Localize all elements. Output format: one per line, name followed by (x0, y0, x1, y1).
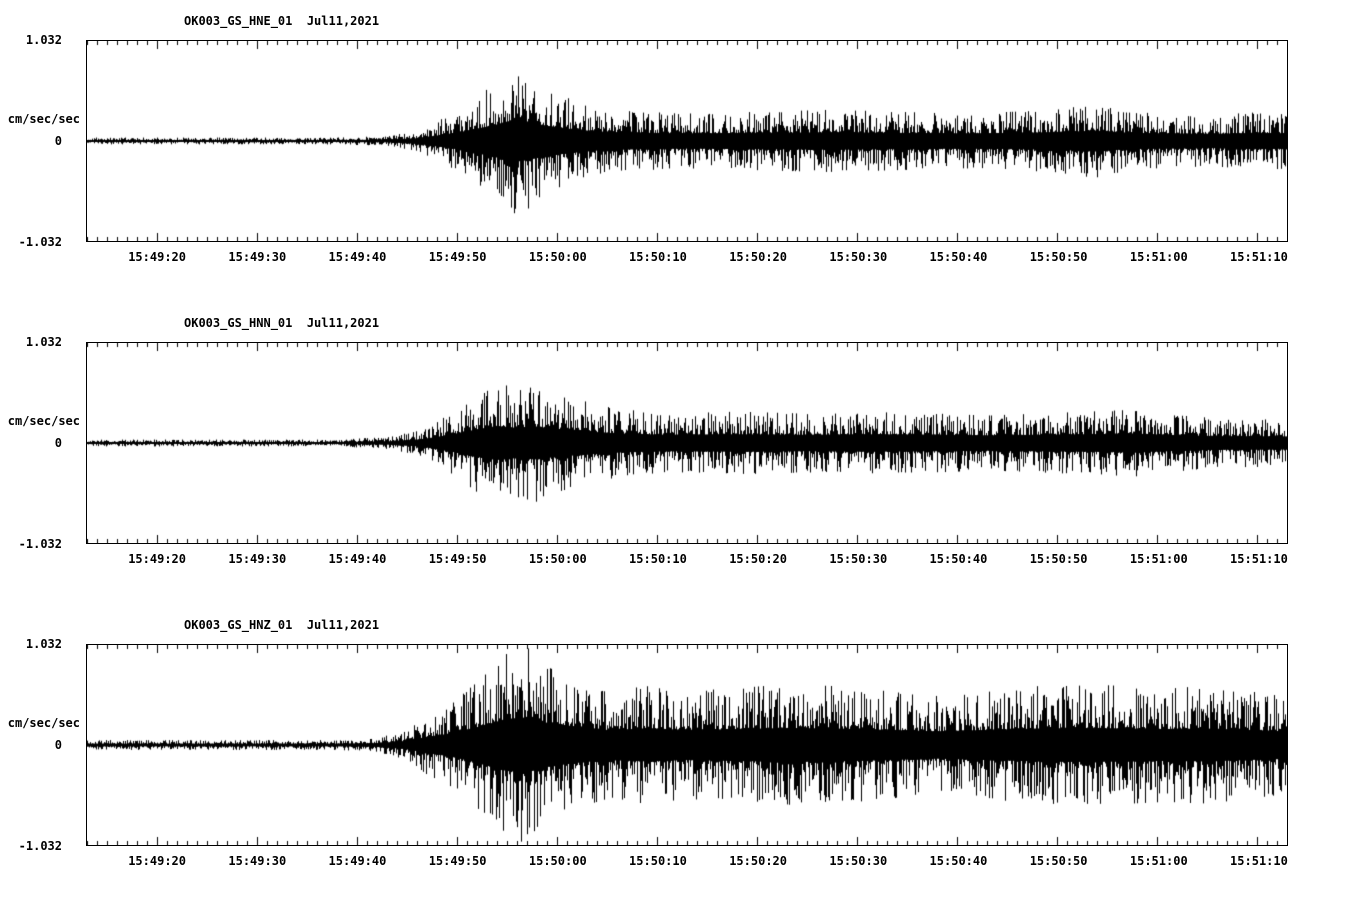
x-axis-labels: 15:49:20 15:49:30 15:49:40 15:49:50 15:50:00… (87, 854, 1289, 872)
x-tick-label: 15:49:40 (328, 250, 387, 264)
y-zero-label: 0 (54, 436, 62, 450)
plot-area (86, 644, 1288, 846)
waveform-canvas-hnn (87, 343, 1287, 543)
waveform-canvas-hne (87, 41, 1287, 241)
x-tick-label: 15:50:30 (829, 854, 888, 868)
y-zero-label: 0 (54, 738, 62, 752)
x-tick-label: 15:49:20 (128, 250, 187, 264)
x-tick-label: 15:49:30 (228, 250, 287, 264)
x-tick-label: 15:50:50 (1029, 854, 1088, 868)
x-tick-label: 15:51:00 (1129, 552, 1188, 566)
x-tick-label: 15:49:40 (328, 854, 387, 868)
y-axis-unit: cm/sec/sec (7, 414, 80, 428)
x-tick-label: 15:49:50 (428, 854, 487, 868)
x-tick-label: 15:49:20 (128, 552, 187, 566)
x-tick-label: 15:50:10 (629, 854, 687, 868)
y-axis-labels: 1.032 cm/sec/sec 0 -1.032 (0, 637, 86, 853)
y-max-label: 1.032 (25, 637, 62, 651)
x-tick-label: 15:49:50 (428, 250, 487, 264)
y-max-label: 1.032 (25, 33, 62, 47)
y-axis-labels: 1.032 cm/sec/sec 0 -1.032 (0, 335, 86, 551)
plot-area (86, 342, 1288, 544)
x-tick-label: 15:50:30 (829, 250, 888, 264)
seismogram-page: OK003_GS_HNE_01 Jul11,2021 1.032 cm/sec/… (0, 14, 1358, 872)
x-axis-labels: 15:49:20 15:49:30 15:49:40 15:49:50 15:50:00… (87, 250, 1289, 268)
x-tick-label: 15:49:40 (328, 552, 387, 566)
x-axis-labels: 15:49:20 15:49:30 15:49:40 15:49:50 15:50:00… (87, 552, 1289, 570)
panel-title: OK003_GS_HNE_01 Jul11,2021 (184, 14, 380, 28)
x-tick-label: 15:50:00 (528, 552, 587, 566)
x-tick-label: 15:49:30 (228, 854, 287, 868)
x-tick-label: 15:50:20 (729, 854, 788, 868)
panel-title: OK003_GS_HNZ_01 Jul11,2021 (184, 618, 380, 632)
x-tick-label: 15:49:30 (228, 552, 287, 566)
y-axis-unit: cm/sec/sec (7, 716, 80, 730)
plot-row: 1.032 cm/sec/sec 0 -1.032 (0, 33, 1358, 249)
y-axis-unit: cm/sec/sec (7, 112, 80, 126)
y-max-label: 1.032 (25, 335, 62, 349)
y-min-label: -1.032 (18, 235, 62, 249)
x-tick-label: 15:49:50 (428, 552, 487, 566)
x-tick-label: 15:50:50 (1029, 552, 1088, 566)
y-zero-label: 0 (54, 134, 62, 148)
x-tick-label: 15:51:10 (1230, 854, 1288, 868)
x-tick-label: 15:50:20 (729, 250, 788, 264)
x-tick-label: 15:50:10 (629, 552, 687, 566)
x-tick-label: 15:50:40 (929, 250, 988, 264)
x-tick-label: 15:50:40 (929, 854, 988, 868)
x-tick-label: 15:51:00 (1129, 250, 1188, 264)
y-min-label: -1.032 (18, 537, 62, 551)
x-tick-label: 15:51:10 (1230, 552, 1288, 566)
seismogram-panel-hnn: OK003_GS_HNN_01 Jul11,2021 1.032 cm/sec/… (0, 316, 1358, 570)
waveform-canvas-hnz (87, 645, 1287, 845)
x-tick-label: 15:51:10 (1230, 250, 1288, 264)
x-tick-label: 15:50:00 (528, 854, 587, 868)
x-tick-label: 15:50:20 (729, 552, 788, 566)
panel-title: OK003_GS_HNN_01 Jul11,2021 (184, 316, 380, 330)
plot-row: 1.032 cm/sec/sec 0 -1.032 (0, 335, 1358, 551)
plot-row: 1.032 cm/sec/sec 0 -1.032 (0, 637, 1358, 853)
y-min-label: -1.032 (18, 839, 62, 853)
x-tick-label: 15:49:20 (128, 854, 187, 868)
y-axis-labels: 1.032 cm/sec/sec 0 -1.032 (0, 33, 86, 249)
x-tick-label: 15:50:50 (1029, 250, 1088, 264)
x-tick-label: 15:50:10 (629, 250, 687, 264)
x-tick-label: 15:50:30 (829, 552, 888, 566)
x-tick-label: 15:50:40 (929, 552, 988, 566)
x-tick-label: 15:50:00 (528, 250, 587, 264)
seismogram-panel-hnz: OK003_GS_HNZ_01 Jul11,2021 1.032 cm/sec/… (0, 618, 1358, 872)
plot-area (86, 40, 1288, 242)
seismogram-panel-hne: OK003_GS_HNE_01 Jul11,2021 1.032 cm/sec/… (0, 14, 1358, 268)
x-tick-label: 15:51:00 (1129, 854, 1188, 868)
